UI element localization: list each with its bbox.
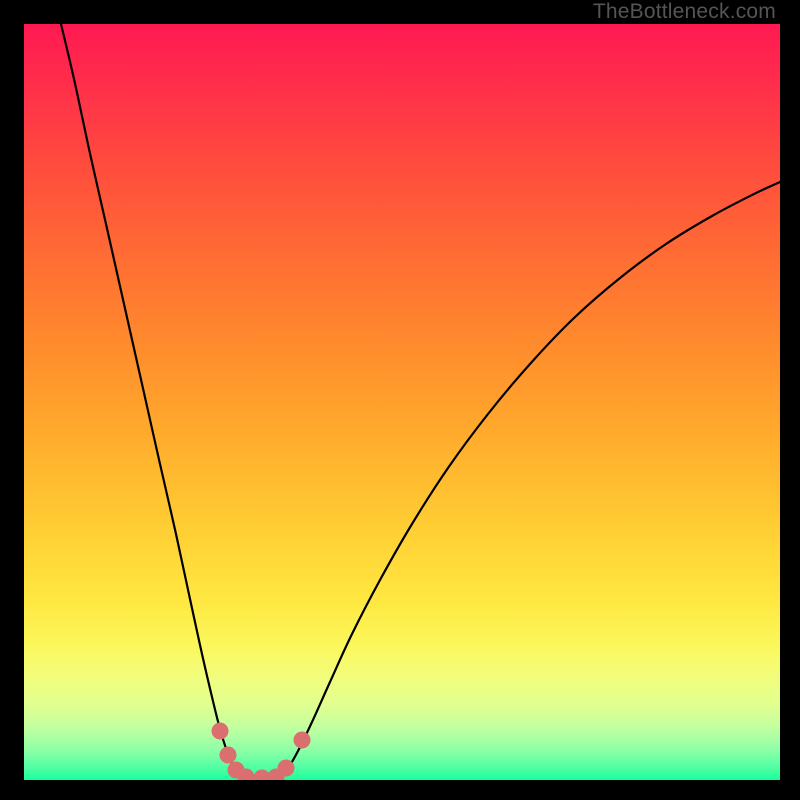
data-marker	[212, 723, 229, 740]
bottleneck-curve	[61, 24, 780, 780]
frame-border-right	[780, 0, 800, 800]
frame-border-bottom	[0, 780, 800, 800]
frame-border-left	[0, 0, 24, 800]
data-marker	[220, 747, 237, 764]
plot-area	[24, 24, 780, 780]
watermark-text: TheBottleneck.com	[593, 0, 776, 24]
data-marker	[278, 760, 295, 777]
chart-frame: TheBottleneck.com	[0, 0, 800, 800]
data-marker	[294, 732, 311, 749]
curve-layer	[24, 24, 780, 780]
marker-group	[212, 723, 311, 781]
